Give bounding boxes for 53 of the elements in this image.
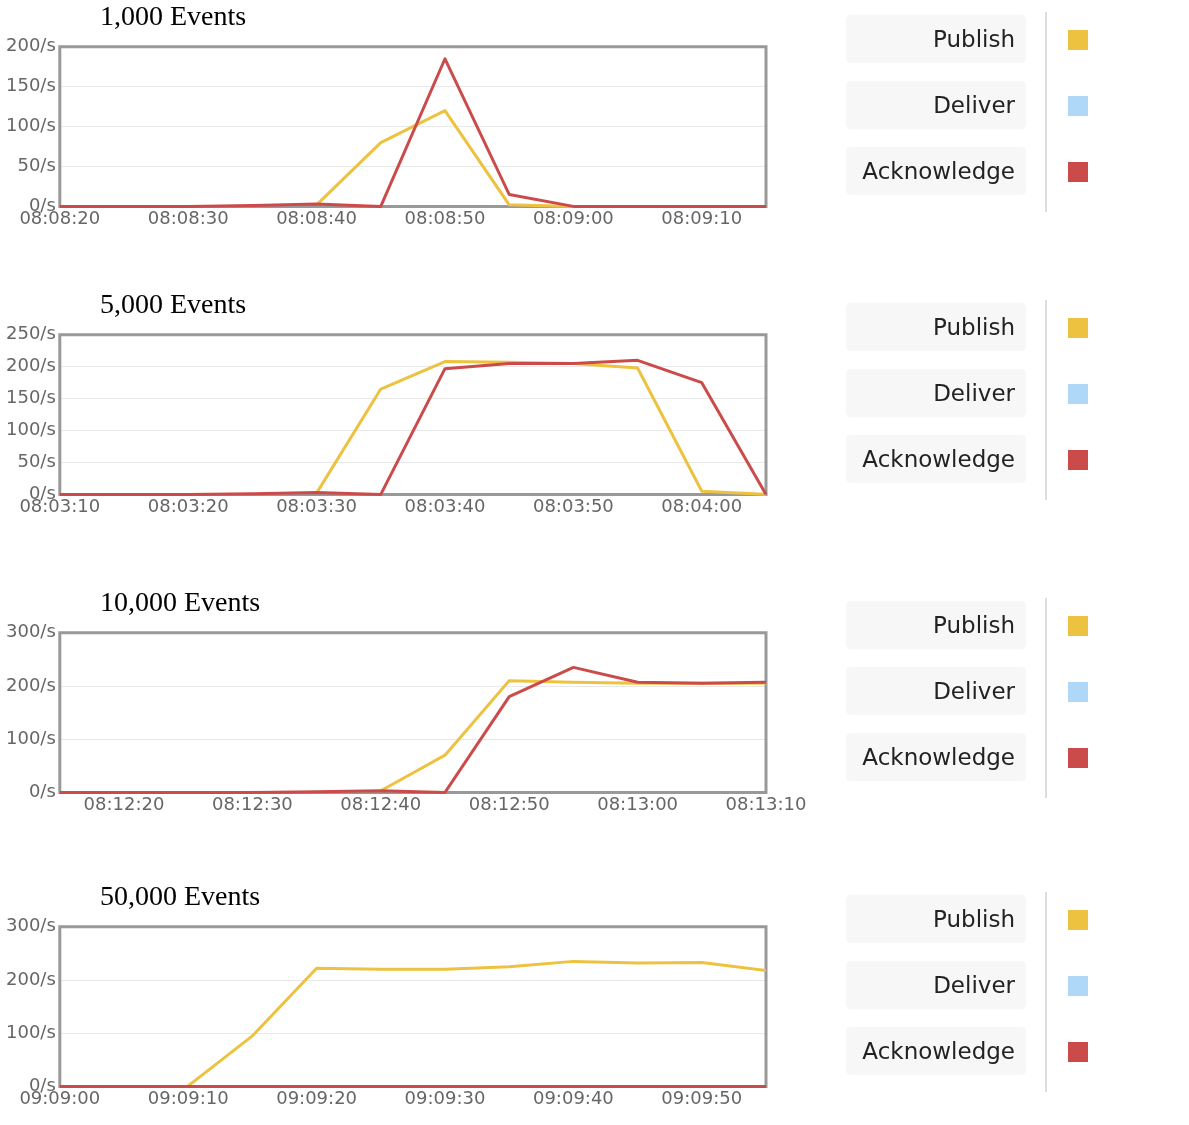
legend-label: Publish — [847, 304, 1025, 350]
y-tick-label: 50/s — [17, 450, 56, 472]
x-tick-label: 09:09:30 — [404, 1086, 486, 1108]
y-tick-label: 300/s — [5, 914, 56, 936]
legend-label: Publish — [847, 602, 1025, 648]
y-tick-label: 200/s — [5, 354, 56, 376]
x-tick-label: 08:12:20 — [83, 792, 165, 814]
y-tick-label: 0/s — [28, 780, 56, 802]
legend-label: Deliver — [847, 962, 1025, 1008]
legend-label: Acknowledge — [847, 734, 1025, 780]
legend-label: Deliver — [847, 668, 1025, 714]
y-tick-label: 200/s — [5, 34, 56, 56]
legend-label: Publish — [847, 896, 1025, 942]
y-tick-label: 200/s — [5, 673, 56, 695]
y-tick-label: 50/s — [17, 154, 56, 176]
y-tick-label: 250/s — [5, 322, 56, 344]
y-tick-label: 100/s — [5, 1020, 56, 1042]
legend-label: Acknowledge — [847, 436, 1025, 482]
x-tick-label: 08:08:40 — [276, 206, 357, 228]
x-tick-label: 08:09:00 — [532, 206, 614, 228]
chart-title: 1,000 Events — [100, 0, 247, 32]
y-tick-label: 100/s — [5, 418, 56, 440]
legend-label: Acknowledge — [847, 148, 1025, 194]
legend-label: Deliver — [847, 82, 1025, 128]
x-tick-label: 08:03:50 — [532, 494, 614, 516]
x-tick-label: 08:08:50 — [404, 206, 486, 228]
y-tick-label: 100/s — [5, 114, 56, 136]
x-tick-label: 08:09:10 — [661, 206, 743, 228]
x-tick-label: 08:12:50 — [468, 792, 550, 814]
x-tick-label: 09:09:10 — [147, 1086, 229, 1108]
y-tick-label: 150/s — [5, 74, 56, 96]
legend-label: Deliver — [847, 370, 1025, 416]
x-tick-label: 08:03:30 — [276, 494, 357, 516]
x-tick-label: 08:13:00 — [597, 792, 679, 814]
x-tick-label: 08:12:30 — [211, 792, 293, 814]
x-tick-label: 08:12:40 — [340, 792, 422, 814]
legend-label: Publish — [847, 16, 1025, 62]
legend-label: Acknowledge — [847, 1028, 1025, 1074]
chart-title: 5,000 Events — [100, 288, 247, 320]
x-tick-label: 08:03:20 — [147, 494, 229, 516]
x-tick-label: 08:04:00 — [661, 494, 743, 516]
y-tick-label: 200/s — [5, 967, 56, 989]
chart-title: 50,000 Events — [100, 880, 261, 912]
y-tick-label: 150/s — [5, 386, 56, 408]
x-tick-label: 08:13:10 — [725, 792, 807, 814]
y-tick-label: 300/s — [5, 620, 56, 642]
x-tick-label: 08:03:40 — [404, 494, 486, 516]
x-tick-label: 09:09:40 — [532, 1086, 614, 1108]
y-tick-label: 100/s — [5, 726, 56, 748]
x-tick-label: 09:09:20 — [276, 1086, 358, 1108]
chart-title: 10,000 Events — [100, 586, 261, 618]
x-tick-label: 08:08:30 — [147, 206, 229, 228]
x-tick-label: 09:09:50 — [661, 1086, 743, 1108]
